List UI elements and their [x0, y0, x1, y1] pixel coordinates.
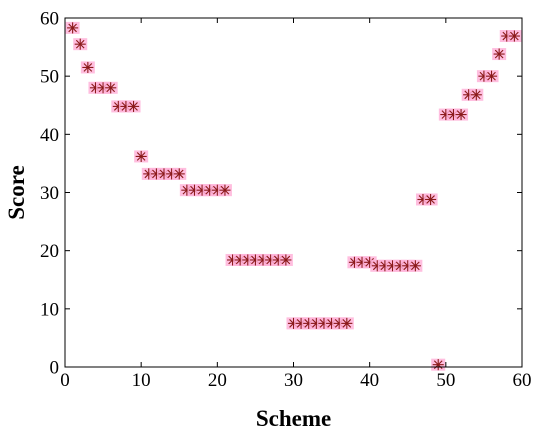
- y-tick-label: 20: [40, 241, 59, 262]
- x-tick-label: 30: [284, 370, 303, 391]
- data-point: [423, 193, 438, 206]
- data-point: [217, 184, 232, 197]
- data-point: [134, 150, 149, 163]
- y-axis-title: Score: [4, 165, 29, 220]
- data-point: [339, 317, 354, 330]
- y-tick-label: 50: [40, 67, 59, 88]
- x-tick-label: 20: [208, 370, 227, 391]
- x-tick-label: 10: [132, 370, 151, 391]
- data-point: [408, 259, 423, 272]
- y-tick-label: 0: [50, 358, 60, 379]
- y-tick-label: 40: [40, 125, 59, 146]
- data-point: [492, 48, 507, 61]
- y-tick-label: 10: [40, 299, 59, 320]
- data-point: [469, 88, 484, 101]
- x-tick-label: 40: [360, 370, 379, 391]
- data-points: [65, 21, 522, 371]
- data-point: [454, 108, 469, 121]
- data-point: [80, 61, 95, 74]
- data-point: [103, 81, 118, 94]
- plot-frame: [64, 17, 523, 368]
- data-point: [278, 253, 293, 266]
- x-tick-label: 50: [436, 370, 455, 391]
- y-tick-label: 30: [40, 183, 59, 204]
- data-point: [484, 70, 499, 83]
- data-point: [507, 30, 522, 43]
- axis-ticks: 0 10 20 30 40 50 60 0 10 20 30 40 50 60: [40, 9, 532, 392]
- x-axis-title: Scheme: [256, 406, 331, 431]
- x-tick-label: 60: [513, 370, 532, 391]
- data-point: [65, 21, 80, 34]
- y-tick-label: 60: [40, 9, 59, 30]
- data-point: [431, 358, 446, 371]
- data-point: [73, 38, 88, 51]
- data-point: [172, 167, 187, 180]
- data-point: [126, 100, 141, 113]
- x-tick-label: 0: [60, 370, 70, 391]
